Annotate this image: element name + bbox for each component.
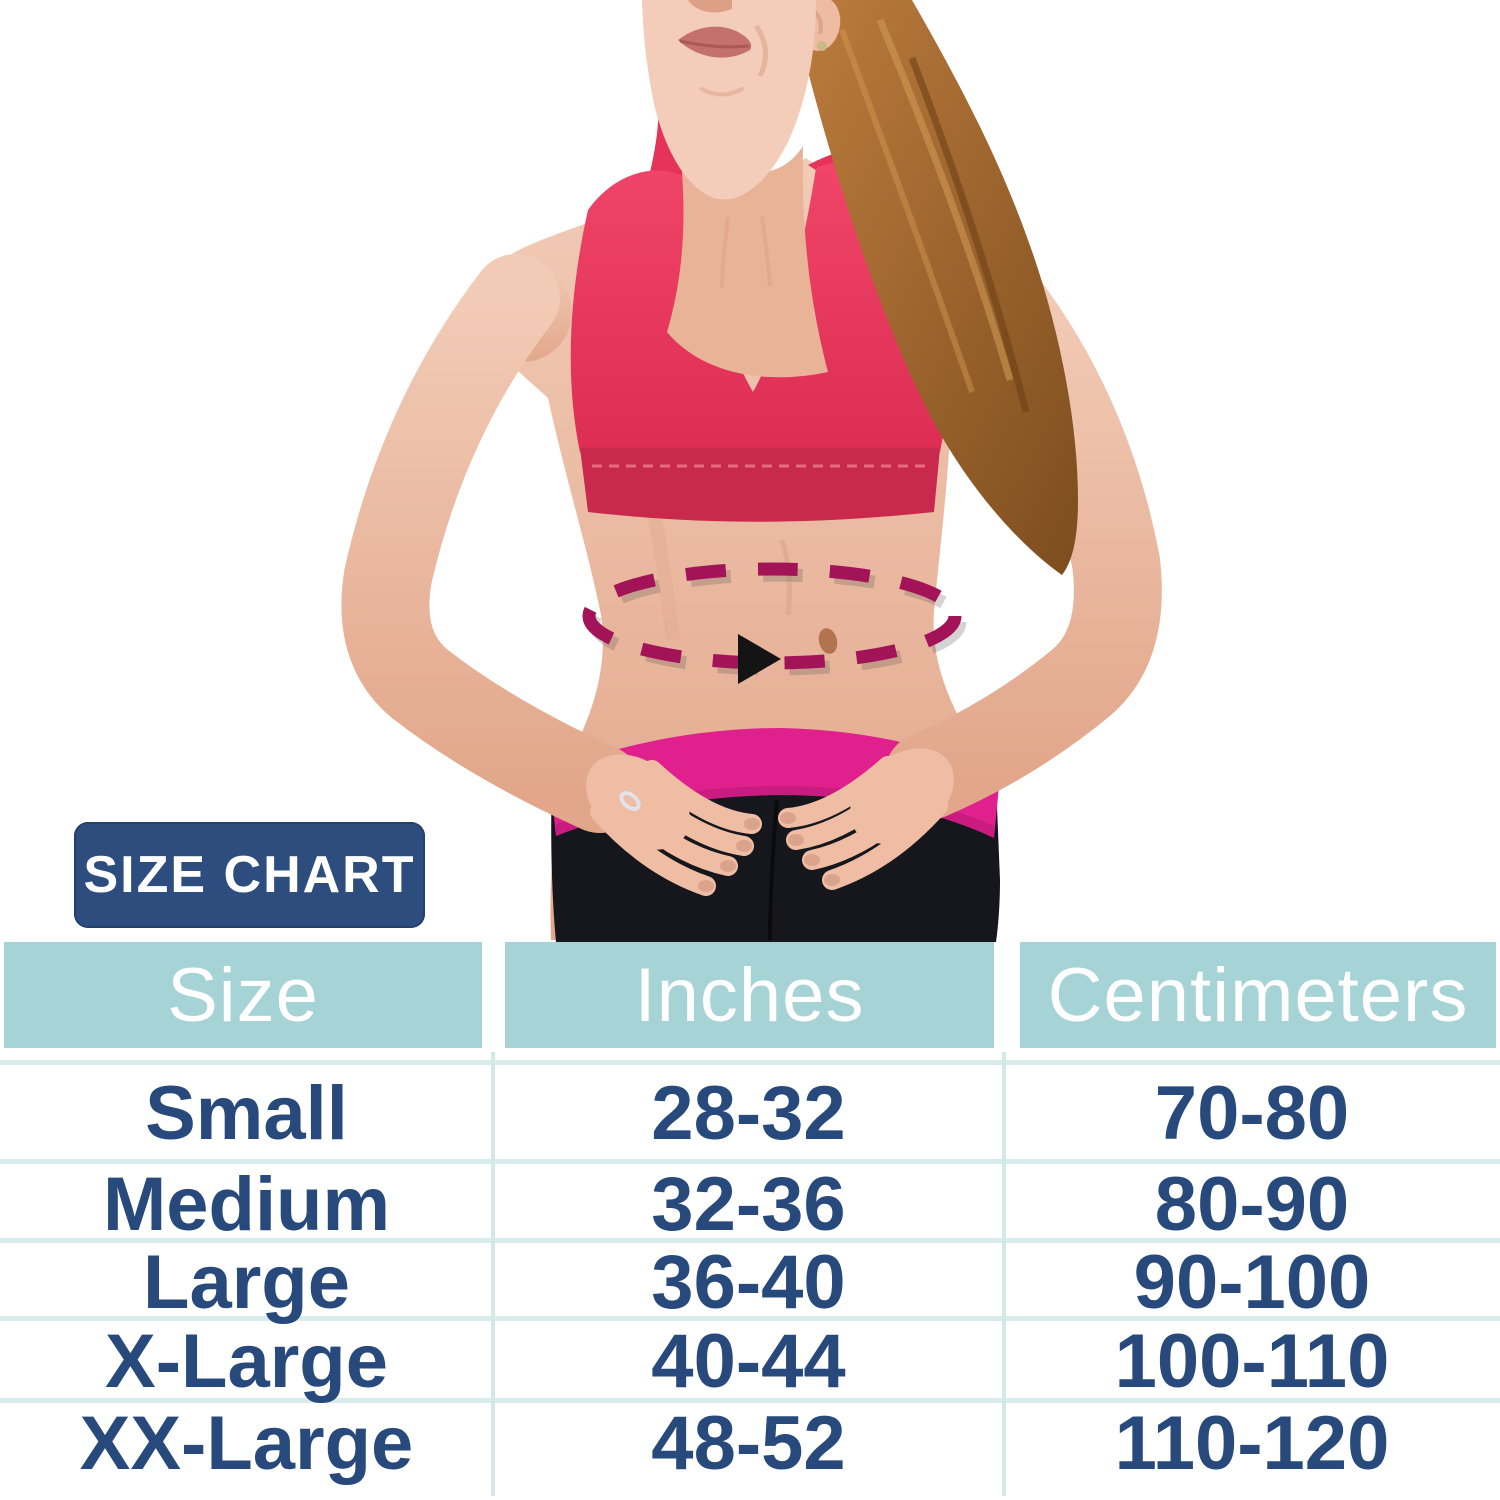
earring — [817, 41, 827, 51]
size-cell: XX-Large — [79, 1400, 414, 1486]
size-cell: Medium — [102, 1162, 391, 1247]
navel — [818, 628, 838, 654]
cm-cell: 80-90 — [1154, 1162, 1350, 1247]
table-row-large: Large 36-40 90-100 — [0, 1239, 1500, 1325]
cm-cell: 110-120 — [1114, 1400, 1390, 1486]
size-chart-badge-label: SIZE CHART — [83, 846, 416, 904]
face — [642, 0, 816, 200]
hand-right — [778, 748, 954, 890]
model-photo — [341, 0, 1162, 942]
cm-cell: 90-100 — [1133, 1240, 1371, 1325]
column-header-centimeters: Centimeters — [1020, 942, 1496, 1048]
table-row-xx-large: XX-Large 48-52 110-120 — [0, 1398, 1500, 1488]
bra-band — [580, 448, 940, 522]
row-divider — [0, 1159, 1500, 1164]
size-cell: X-Large — [105, 1319, 388, 1404]
hand-left — [586, 754, 762, 896]
inches-cell: 32-36 — [651, 1162, 846, 1247]
column-divider — [491, 1052, 495, 1496]
size-cell: Small — [145, 1070, 348, 1156]
waist-measurement-ellipse — [582, 562, 967, 684]
inches-cell: 28-32 — [651, 1070, 846, 1156]
row-divider — [0, 1316, 1500, 1321]
table-row-medium: Medium 32-36 80-90 — [0, 1161, 1500, 1247]
model-figure — [341, 0, 1162, 942]
column-header-inches: Inches — [505, 942, 994, 1048]
column-header-size-label: Size — [167, 952, 319, 1038]
ponytail-hair — [790, 0, 1078, 575]
column-header-inches-label: Inches — [634, 952, 865, 1038]
table-row-x-large: X-Large 40-44 100-110 — [0, 1318, 1500, 1404]
size-cell: Large — [143, 1240, 350, 1325]
table-row-small: Small 28-32 70-80 — [0, 1066, 1500, 1160]
column-header-size: Size — [4, 942, 482, 1048]
inches-cell: 36-40 — [651, 1240, 846, 1325]
direction-arrow-icon — [738, 634, 781, 684]
cm-cell: 100-110 — [1114, 1319, 1390, 1404]
size-chart-badge: SIZE CHART — [74, 822, 425, 928]
column-divider — [1002, 1052, 1006, 1496]
ring — [619, 791, 641, 811]
row-divider — [0, 1060, 1500, 1065]
row-divider — [0, 1238, 1500, 1243]
row-divider — [0, 1398, 1500, 1403]
inches-cell: 48-52 — [651, 1400, 846, 1486]
inches-cell: 40-44 — [651, 1319, 846, 1404]
lips — [678, 26, 752, 58]
column-header-centimeters-label: Centimeters — [1047, 952, 1469, 1038]
left-arm — [341, 254, 644, 833]
cm-cell: 70-80 — [1154, 1070, 1350, 1156]
